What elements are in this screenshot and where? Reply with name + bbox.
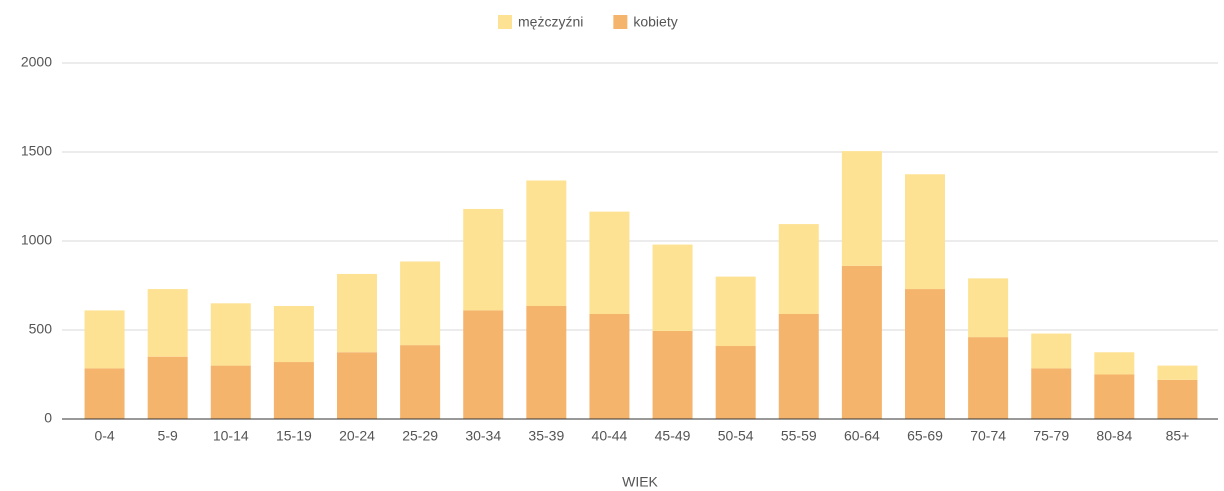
bar-segment (1094, 352, 1135, 375)
legend-swatch (613, 15, 628, 29)
bar-segment (905, 289, 945, 419)
bar-segment (400, 345, 441, 419)
x-tick-label: 0-4 (94, 428, 114, 444)
bar-segment (715, 276, 756, 347)
bar-segment (589, 211, 630, 314)
x-tick-label: 55-59 (781, 428, 817, 444)
x-tick-label: 50-54 (718, 428, 754, 444)
y-tick-label: 1000 (21, 232, 52, 248)
bar-segment (652, 330, 693, 419)
bar-segment (1157, 365, 1198, 380)
x-tick-label: 65-69 (907, 428, 943, 444)
bar-segment (968, 337, 1009, 419)
x-tick-label: 75-79 (1033, 428, 1069, 444)
bar-segment (400, 261, 441, 346)
bar-segment (210, 303, 251, 366)
bar-segment (778, 224, 819, 314)
x-tick-label: 30-34 (465, 428, 501, 444)
x-tick-label: 5-9 (158, 428, 178, 444)
bar-segment (715, 346, 756, 419)
y-tick-label: 0 (44, 410, 52, 426)
x-tick-label: 70-74 (970, 428, 1006, 444)
bar-segment (84, 368, 125, 419)
bar-segment (463, 310, 504, 419)
bar-segment (526, 305, 567, 419)
x-tick-label: 80-84 (1096, 428, 1132, 444)
y-tick-label: 500 (29, 321, 53, 337)
x-tick-label: 25-29 (402, 428, 438, 444)
bar-segment (1031, 333, 1072, 369)
x-tick-label: 40-44 (592, 428, 628, 444)
bar-segment (1094, 374, 1135, 419)
bar-segment (652, 244, 693, 331)
bar-segment (337, 273, 377, 353)
x-tick-label: 45-49 (655, 428, 691, 444)
bar-segment (273, 362, 314, 419)
bar-segment (210, 365, 251, 419)
bar-segment (1157, 379, 1198, 419)
bar-segment (147, 289, 188, 357)
y-tick-label: 2000 (21, 54, 52, 70)
bar-segment (778, 313, 819, 419)
bar-segment (526, 180, 567, 306)
bar-segment (1031, 368, 1072, 419)
x-axis-title: WIEK (622, 474, 658, 490)
bar-segment (273, 305, 314, 363)
bar-segment (841, 151, 882, 266)
x-tick-label: 15-19 (276, 428, 312, 444)
bar-segment (589, 313, 630, 419)
x-tick-label: 20-24 (339, 428, 375, 444)
y-tick-label: 1500 (21, 143, 52, 159)
bar-segment (841, 265, 882, 419)
x-tick-label: 85+ (1166, 428, 1190, 444)
x-tick-label: 35-39 (528, 428, 564, 444)
bar-segment (147, 356, 188, 419)
legend-label: kobiety (633, 14, 677, 30)
x-tick-label: 60-64 (844, 428, 880, 444)
legend-swatch (498, 15, 512, 29)
bar-segment (905, 174, 945, 290)
bar-segment (968, 278, 1009, 338)
bar-segment (337, 352, 377, 419)
bar-segment (84, 310, 125, 369)
x-tick-label: 10-14 (213, 428, 249, 444)
legend-label: mężczyźni (518, 14, 583, 30)
bar-segment (463, 208, 504, 311)
